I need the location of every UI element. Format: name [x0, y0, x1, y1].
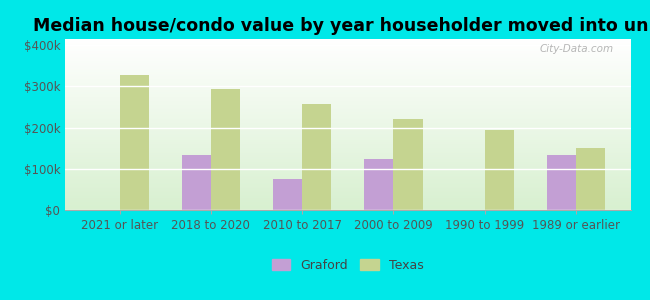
Bar [211, 89, 240, 210]
Bar [182, 155, 211, 210]
Title: Median house/condo value by year householder moved into unit: Median house/condo value by year househo… [33, 17, 650, 35]
Bar [576, 148, 605, 210]
Bar [273, 179, 302, 210]
Text: City-Data.com: City-Data.com [540, 44, 614, 54]
Bar [302, 104, 332, 210]
Bar [393, 118, 422, 210]
Legend: Graford, Texas: Graford, Texas [268, 255, 428, 276]
Bar [547, 155, 576, 210]
Bar [484, 130, 514, 210]
Bar [364, 159, 393, 210]
Bar [120, 75, 149, 210]
